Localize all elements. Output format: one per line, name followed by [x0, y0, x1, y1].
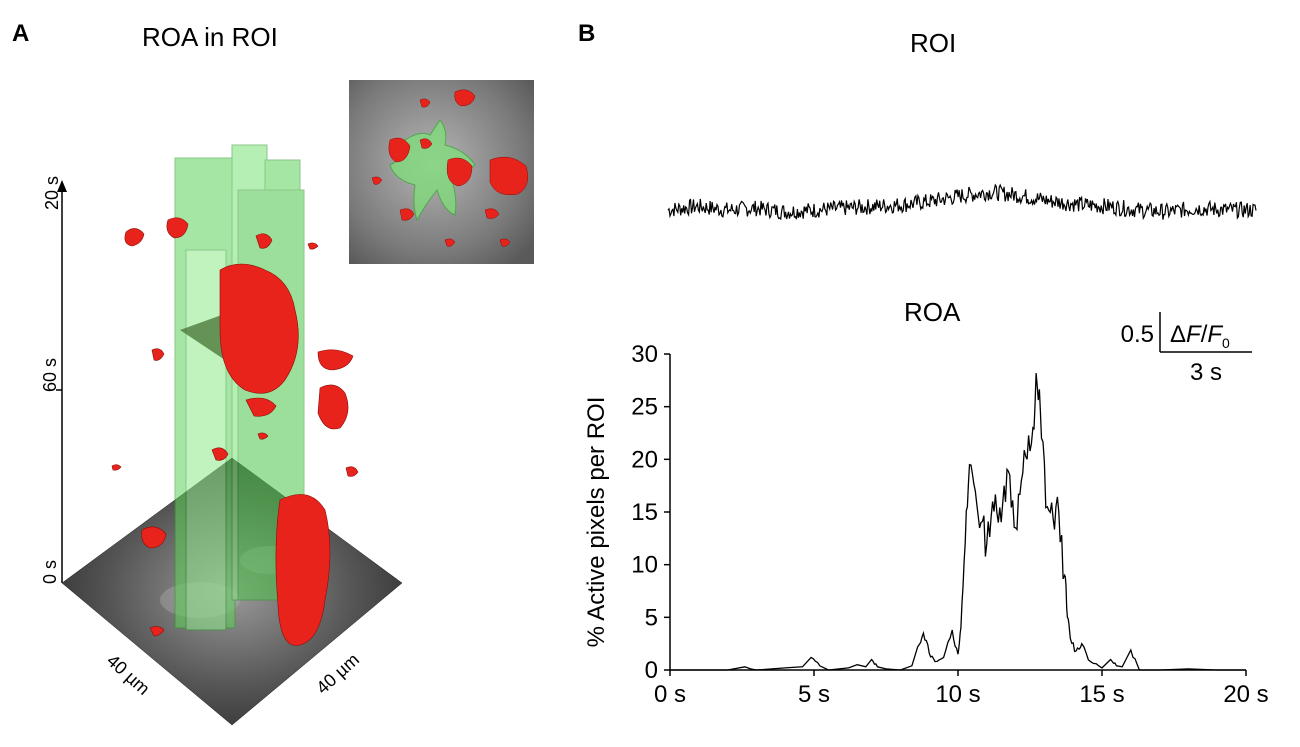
y-tick-label: 10 [631, 552, 658, 579]
roa-blobs [111, 217, 359, 646]
y-axis-label: % Active pixels per ROI [583, 397, 610, 648]
y-tick-label: 20 [631, 446, 658, 473]
scalebar-unit-delta: Δ [1170, 321, 1186, 348]
panel-b-letter: B [578, 20, 596, 47]
dim-label-right: 40 µm [312, 649, 363, 698]
y-tick-label: 5 [645, 604, 658, 631]
y-tick-label: 15 [631, 499, 658, 526]
scalebar-unit-f: F [1186, 321, 1202, 348]
x-tick-label: 10 s [935, 681, 980, 708]
roa-chart-title: ROA [904, 297, 961, 327]
x-tick-label: 0 s [654, 681, 686, 708]
scalebar-unit-sep: / [1201, 321, 1208, 348]
roi-trace [667, 183, 1257, 221]
x-tick-label: 20 s [1223, 681, 1268, 708]
roi-trace-title: ROI [910, 28, 957, 58]
y-tick-label: 30 [631, 341, 658, 368]
dim-label-left: 40 µm [103, 650, 154, 699]
y-tick-label: 25 [631, 394, 658, 421]
time-tick-20s: 20 s [42, 176, 62, 210]
roa-chart: % Active pixels per ROI 0 5 10 15 20 25 30 0 s 5… [583, 341, 1269, 708]
scalebar-unit-sub: 0 [1222, 335, 1230, 351]
scalebar-time: 3 s [1190, 359, 1222, 386]
panel-a-title: ROA in ROI [142, 22, 278, 52]
time-tick-60s: 60 s [40, 358, 60, 392]
roa-series-line [670, 373, 1246, 671]
x-tick-label: 15 s [1079, 681, 1124, 708]
time-axis-arrow-icon [57, 180, 67, 192]
roi-trace-line [667, 183, 1257, 221]
inset-top-view [349, 80, 534, 264]
scalebar: 0.5 ΔF/F0 3 s [1121, 312, 1252, 386]
scalebar-value: 0.5 [1121, 321, 1154, 348]
panel-a-letter: A [12, 20, 30, 47]
y-tick-label: 0 [645, 657, 658, 684]
panel-a-3d-render: 20 s 60 s 0 s [40, 80, 534, 726]
scalebar-unit: ΔF/F0 [1170, 321, 1230, 351]
time-tick-0s: 0 s [40, 560, 60, 584]
x-tick-label: 5 s [798, 681, 830, 708]
scalebar-unit-f0: F [1207, 321, 1223, 348]
roi-columns [174, 144, 305, 631]
